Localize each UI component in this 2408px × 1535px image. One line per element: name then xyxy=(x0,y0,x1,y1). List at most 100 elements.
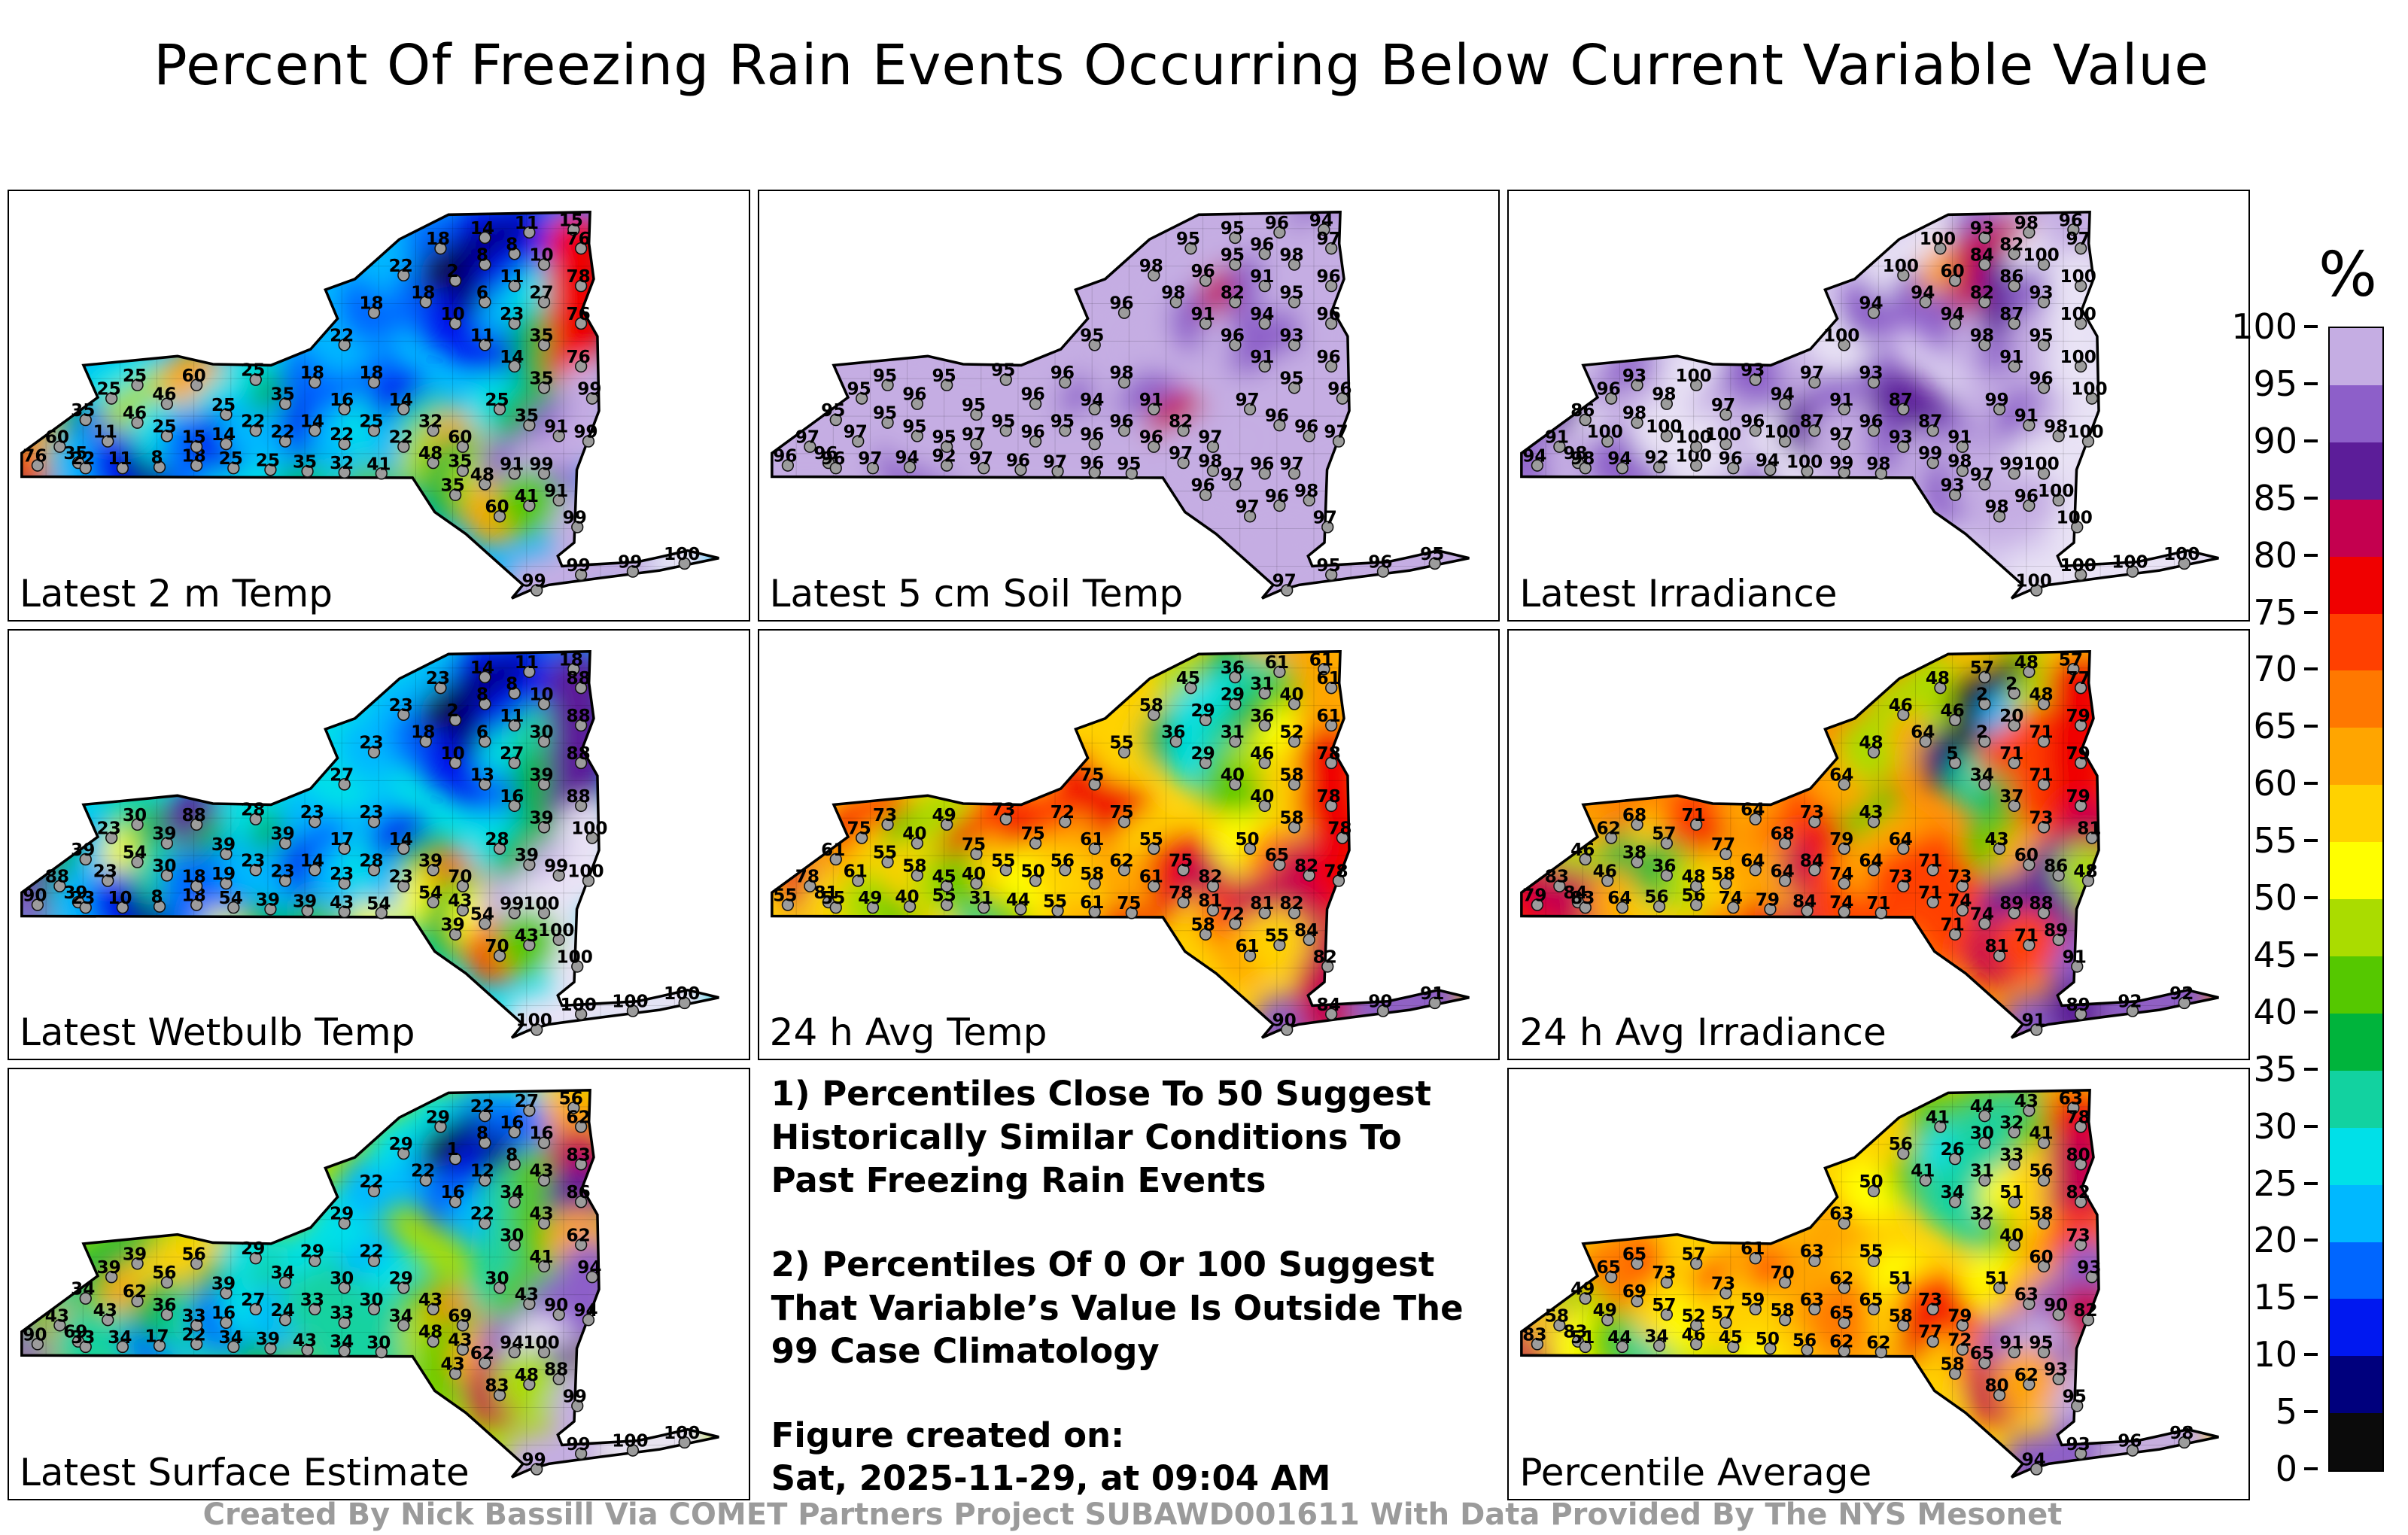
colorbar-segment xyxy=(2330,842,2382,900)
station-value: 94 xyxy=(1309,209,1333,230)
station-value: 90 xyxy=(544,1294,568,1315)
station-marker xyxy=(1199,317,1212,330)
state-outline xyxy=(1520,1089,2220,1479)
station-marker xyxy=(1661,1309,1674,1321)
station-marker xyxy=(338,1281,351,1294)
station-value: 96 xyxy=(1020,421,1044,442)
colorbar-segment xyxy=(2330,899,2382,956)
station-value: 22 xyxy=(241,410,265,431)
colorbar-tick: 80 xyxy=(2253,535,2318,576)
station-marker xyxy=(1993,1281,2006,1294)
station-marker xyxy=(1934,681,1947,695)
station-value: 62 xyxy=(1109,850,1133,871)
station-marker xyxy=(160,397,174,410)
station-marker xyxy=(493,949,506,962)
station-marker xyxy=(508,279,521,293)
colorbar-tick-mark xyxy=(2304,667,2318,671)
station-value: 8 xyxy=(476,244,488,265)
station-value: 97 xyxy=(858,448,882,469)
colorbar-tick-mark xyxy=(2304,1124,2318,1128)
station-value: 55 xyxy=(1109,731,1133,752)
station-value: 34 xyxy=(500,1181,524,1202)
station-value: 98 xyxy=(1570,448,1595,469)
station-value: 20 xyxy=(1999,705,2023,726)
station-marker xyxy=(1949,1367,1962,1381)
colorbar-tick-label: 40 xyxy=(2253,991,2297,1032)
station-value: 68 xyxy=(1771,822,1795,843)
station-value: 15 xyxy=(182,426,206,447)
station-marker xyxy=(427,1335,439,1348)
station-marker xyxy=(2008,1196,2021,1208)
panel-latest-soil-temp: 96 97 95 95 95 96 97 95 96 95 96 97 94 92 97 96 97 96 95 95… xyxy=(757,190,1500,622)
station-marker xyxy=(2038,339,2051,351)
station-marker xyxy=(2075,317,2087,330)
station-value: 18 xyxy=(559,649,583,670)
station-value: 51 xyxy=(1999,1181,2023,1202)
station-value: 35 xyxy=(448,451,472,472)
station-marker xyxy=(552,1372,565,1386)
station-value: 97 xyxy=(962,424,986,445)
station-value: 92 xyxy=(2118,990,2142,1011)
station-marker xyxy=(567,223,580,236)
station-value: 23 xyxy=(359,801,383,822)
colorbar-tick-mark xyxy=(2304,1181,2318,1185)
station-value: 100 xyxy=(664,1422,700,1443)
station-value: 96 xyxy=(1250,453,1274,474)
station-marker xyxy=(881,416,894,429)
station-value: 11 xyxy=(500,705,524,726)
station-marker xyxy=(2023,499,2036,512)
station-marker xyxy=(977,461,990,475)
station-value: 88 xyxy=(567,785,591,806)
station-value: 82 xyxy=(1220,281,1244,302)
station-value: 36 xyxy=(1220,656,1244,677)
station-marker xyxy=(2008,360,2021,373)
station-value: 14 xyxy=(211,424,236,445)
station-marker xyxy=(397,842,410,855)
station-marker xyxy=(999,424,1012,437)
station-value: 100 xyxy=(612,990,648,1011)
colorbar-segment xyxy=(2330,1070,2382,1128)
station-marker xyxy=(2030,584,2043,597)
station-value: 100 xyxy=(538,919,574,940)
colorbar-segment xyxy=(2330,328,2382,385)
colorbar-segment xyxy=(2330,385,2382,442)
station-marker xyxy=(1258,719,1271,731)
station-marker xyxy=(537,258,551,271)
panel-24h-avg-temp: 55 78 61 75 73 81 61 55 40 49 55 49 40 55 31 44 55 61 75 58… xyxy=(757,628,1500,1061)
station-value: 91 xyxy=(1999,1332,2023,1353)
station-marker xyxy=(1934,242,1947,255)
colorbar-segment xyxy=(2330,1299,2382,1357)
station-value: 8 xyxy=(476,1123,488,1144)
station-marker xyxy=(1749,1302,1762,1316)
station-marker xyxy=(1838,437,1851,451)
station-marker xyxy=(829,901,842,914)
station-value: 94 xyxy=(1080,389,1104,410)
station-marker xyxy=(1690,898,1703,911)
station-value: 25 xyxy=(123,365,147,386)
station-value: 11 xyxy=(470,324,494,345)
station-value: 34 xyxy=(71,1278,95,1299)
station-marker xyxy=(523,1104,536,1117)
station-marker xyxy=(1117,745,1130,758)
station-marker xyxy=(1616,901,1629,914)
station-value: 70 xyxy=(485,935,509,956)
station-value: 50 xyxy=(1020,860,1044,881)
colorbar-tick-label: 5 xyxy=(2275,1391,2297,1433)
station-marker xyxy=(2127,565,2139,578)
station-value: 94 xyxy=(2022,1449,2046,1470)
station-marker xyxy=(278,1314,292,1327)
station-value: 54 xyxy=(470,903,494,924)
station-marker xyxy=(2067,223,2080,236)
station-marker xyxy=(1336,831,1348,844)
colorbar-tick: 40 xyxy=(2253,992,2318,1032)
station-marker xyxy=(309,863,321,877)
station-marker xyxy=(552,430,565,442)
station-value: 100 xyxy=(2023,453,2060,474)
created-label: Figure created on: xyxy=(771,1415,1125,1455)
station-marker xyxy=(1978,1136,1991,1150)
station-marker xyxy=(1993,949,2006,962)
station-value: 95 xyxy=(1279,281,1303,302)
colorbar-segment xyxy=(2330,1184,2382,1242)
station-value: 96 xyxy=(2118,1430,2142,1451)
station-marker xyxy=(190,818,203,831)
